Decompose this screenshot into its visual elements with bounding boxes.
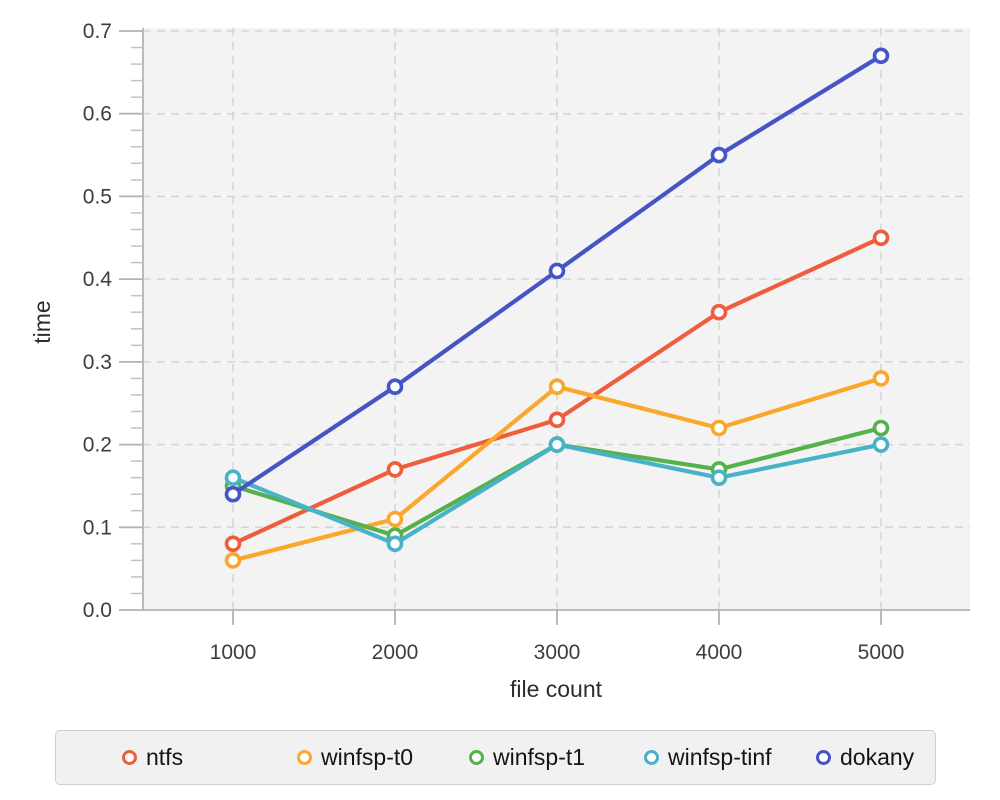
series-ntfs (224, 229, 890, 553)
series-dokany (224, 47, 890, 503)
x-tick-label: 4000 (696, 641, 743, 664)
marker-ntfs (548, 411, 566, 429)
legend-marker-dokany (816, 750, 831, 765)
marker-winfsp-tinf (872, 436, 890, 453)
marker-dokany (710, 146, 728, 164)
x-tick-label: 5000 (858, 641, 905, 664)
y-tick-label: 0.7 (83, 20, 112, 43)
marker-winfsp-t0 (548, 378, 566, 396)
y-tick-label: 0.4 (83, 268, 113, 291)
y-tick-label: 0.1 (83, 516, 112, 539)
marker-winfsp-tinf (548, 436, 566, 453)
plot-area (143, 28, 970, 610)
marker-winfsp-t1 (872, 419, 890, 437)
marker-winfsp-tinf (386, 535, 404, 553)
y-axis-title: time (29, 300, 55, 343)
y-tick-label: 0.5 (83, 185, 112, 208)
legend-item-ntfs: ntfs (122, 731, 183, 784)
legend-item-winfsp-t1: winfsp-t1 (469, 731, 585, 784)
marker-dokany (872, 47, 890, 65)
plot-background (143, 28, 970, 610)
y-tick-label: 0.0 (83, 599, 112, 622)
series-winfsp-tinf (224, 436, 890, 553)
marker-ntfs (872, 229, 890, 247)
legend-item-dokany: dokany (816, 731, 914, 784)
legend-marker-winfsp-t0 (297, 750, 312, 765)
x-tick-label: 2000 (372, 641, 419, 664)
legend-marker-winfsp-tinf (644, 750, 659, 765)
legend-label-dokany: dokany (840, 744, 915, 770)
y-tick-label: 0.2 (83, 434, 112, 457)
marker-winfsp-tinf (224, 469, 242, 487)
marker-dokany (548, 262, 566, 280)
legend-item-winfsp-t0: winfsp-t0 (297, 731, 413, 784)
marker-winfsp-t0 (224, 552, 242, 569)
y-tick-label: 0.6 (83, 103, 112, 126)
marker-winfsp-t0 (386, 510, 404, 528)
marker-winfsp-t0 (710, 419, 728, 437)
data-series (224, 47, 890, 569)
marker-ntfs (224, 535, 242, 553)
marker-dokany (386, 378, 404, 396)
x-tick-label: 1000 (210, 641, 257, 664)
tick-labels: 0.0 0.1 0.2 0.3 0.4 0.5 0.6 0.7 1000 2000 3000 4000… (83, 20, 905, 664)
marker-winfsp-tinf (710, 469, 728, 487)
legend-label-ntfs: ntfs (146, 744, 184, 770)
legend-marker-ntfs (122, 750, 137, 765)
y-tick-label: 0.3 (83, 351, 112, 374)
line-plot: 0.0 0.1 0.2 0.3 0.4 0.5 0.6 0.7 1000 2000 3000 4000… (29, 20, 970, 702)
legend-label-winfsp-tinf: winfsp-tinf (668, 744, 772, 770)
legend: ntfs winfsp-t0 winfsp-t1 winfsp-tinf dokany (55, 730, 936, 785)
marker-winfsp-t0 (872, 370, 890, 387)
marker-dokany (224, 485, 242, 503)
x-tick-label: 3000 (534, 641, 581, 664)
marker-ntfs (386, 461, 404, 478)
legend-label-winfsp-t1: winfsp-t1 (493, 744, 586, 770)
marker-ntfs (710, 303, 728, 321)
series-winfsp-t0 (224, 370, 890, 569)
axes (119, 28, 970, 625)
legend-label-winfsp-t0: winfsp-t0 (321, 744, 414, 770)
legend-item-winfsp-tinf: winfsp-tinf (644, 731, 772, 784)
x-axis-title: file count (510, 676, 603, 702)
legend-marker-winfsp-t1 (469, 750, 484, 765)
